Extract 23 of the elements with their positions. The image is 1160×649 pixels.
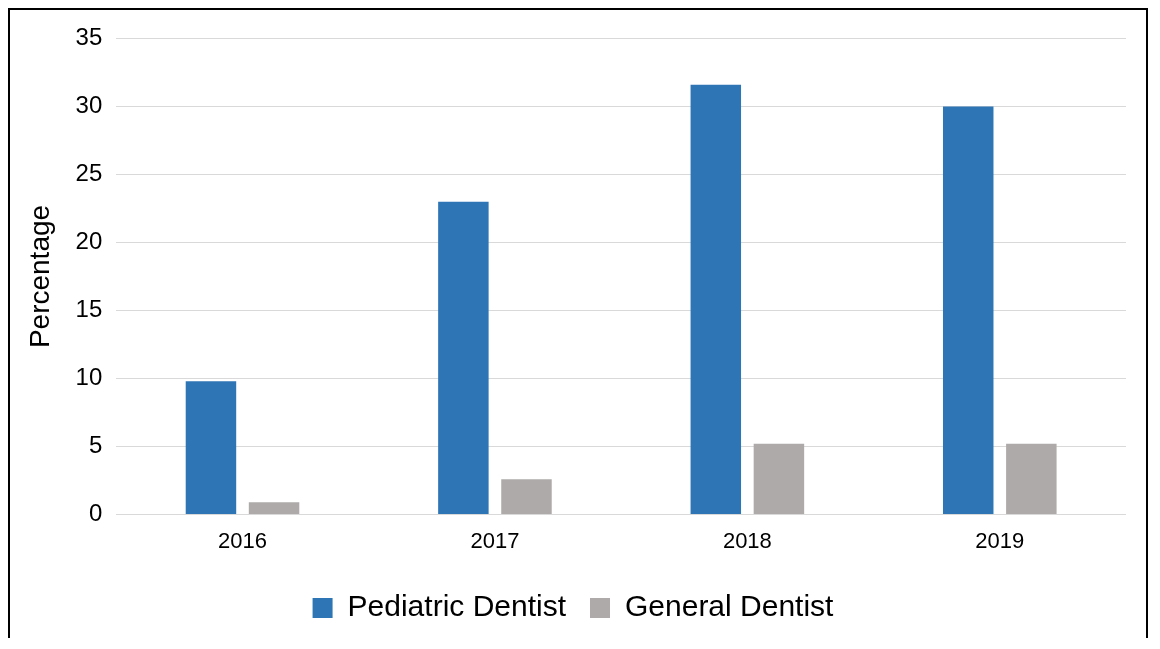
y-tick-label: 30 — [75, 91, 103, 119]
y-tick-label: 25 — [75, 159, 103, 187]
bar — [1006, 443, 1057, 515]
x-tick-label: 2017 — [470, 527, 520, 553]
x-tick-label: 2016 — [218, 527, 267, 553]
bar — [942, 106, 994, 515]
bar — [690, 84, 742, 515]
x-tick-label: 2018 — [722, 527, 772, 553]
legend-label: Pediatric Dentist — [347, 589, 567, 623]
y-axis-title: Percentage — [23, 204, 55, 349]
y-tick-label: 5 — [88, 431, 103, 459]
bar — [753, 443, 805, 515]
y-tick-label: 10 — [75, 363, 103, 391]
y-tick-label: 15 — [75, 295, 103, 323]
bar — [248, 502, 300, 515]
y-tick-label: 0 — [88, 499, 103, 527]
y-tick-label: 20 — [75, 227, 103, 255]
legend-label: General Dentist — [625, 589, 835, 623]
x-tick-label: 2019 — [975, 527, 1025, 553]
y-tick-label: 35 — [75, 23, 103, 51]
bar — [501, 479, 552, 515]
bar — [185, 381, 237, 515]
bar — [438, 201, 489, 515]
